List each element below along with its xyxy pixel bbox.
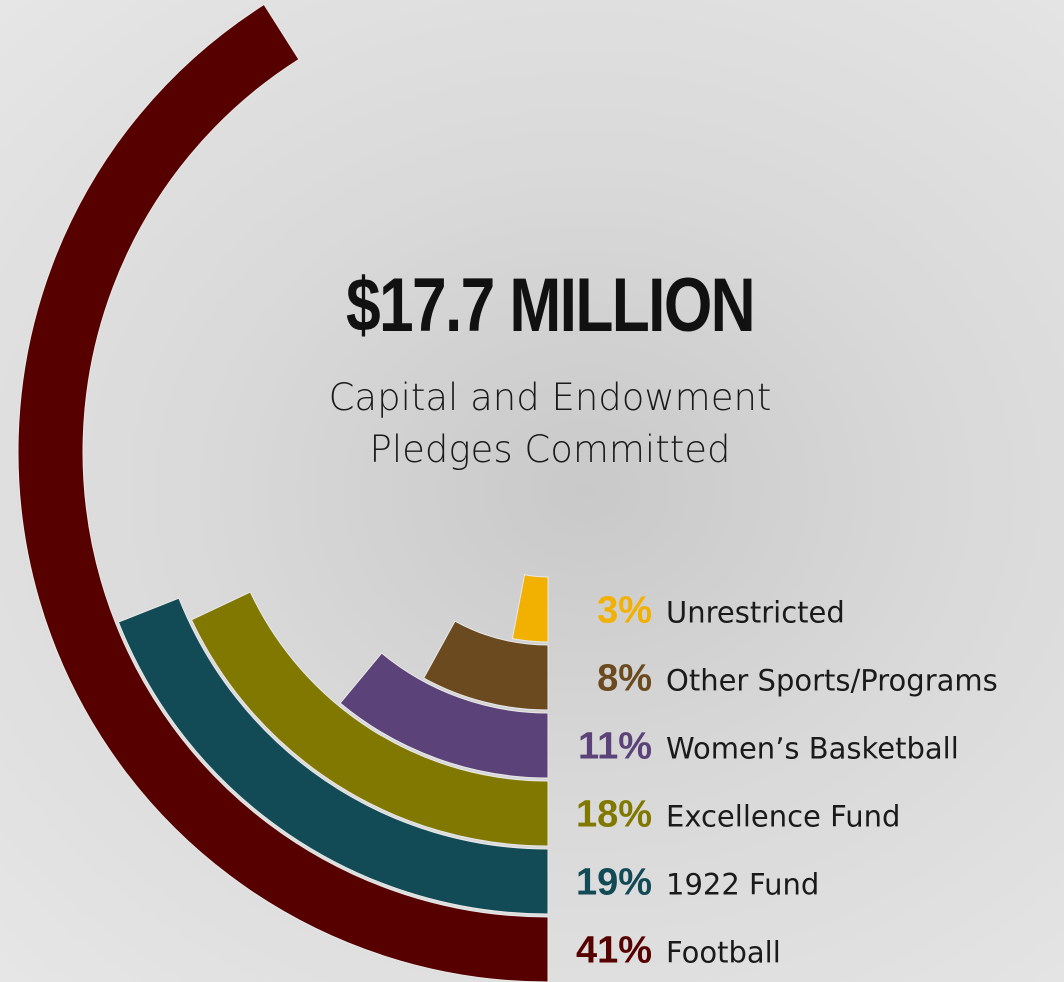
- legend-label: Women’s Basketball: [666, 732, 959, 766]
- chart-title: $17.7 MILLION: [304, 262, 796, 349]
- radial-bar: [512, 575, 548, 642]
- value-label: 3%: [597, 590, 652, 632]
- infographic: 3% Unrestricted 8% Other Sports/Programs 11%…: [0, 0, 1064, 982]
- legend-label: Other Sports/Programs: [666, 664, 998, 698]
- legend-label: Unrestricted: [666, 596, 845, 630]
- chart-subtitle: Capital and Endowment Pledges Committed: [270, 372, 830, 476]
- value-label: 11%: [578, 726, 652, 768]
- legend-label: Excellence Fund: [666, 800, 900, 834]
- value-label: 18%: [576, 794, 652, 836]
- legend-label: Football: [666, 936, 781, 970]
- value-label: 41%: [576, 930, 652, 972]
- value-label: 8%: [597, 658, 652, 700]
- chart: 3% Unrestricted 8% Other Sports/Programs 11%…: [0, 0, 1064, 982]
- legend-label: 1922 Fund: [666, 868, 819, 902]
- value-label: 19%: [576, 862, 652, 904]
